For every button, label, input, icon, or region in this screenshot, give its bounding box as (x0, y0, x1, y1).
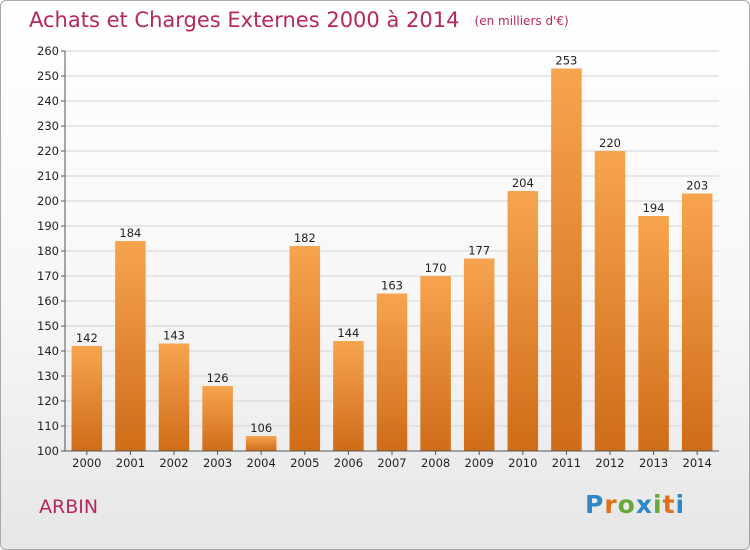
bar-2013 (638, 216, 669, 451)
y-tick-label-100: 100 (37, 444, 59, 458)
axes: 100 110 120 130 140 150 160 170 180 190 200 210 220 2… (37, 44, 719, 470)
x-tick-label-2000: 2000 (72, 456, 101, 470)
y-tick-label-210: 210 (37, 169, 59, 183)
value-label-2001: 184 (119, 226, 141, 240)
bar-2008 (420, 276, 451, 451)
x-tick-label-2011: 2011 (552, 456, 581, 470)
x-tick-label-2003: 2003 (203, 456, 232, 470)
bar-2001 (115, 241, 146, 451)
logo-letter: i (675, 490, 686, 519)
bar-2012 (594, 151, 626, 451)
x-tick-label-2014: 2014 (683, 456, 712, 470)
title-text: Achats et Charges Externes 2000 à 2014 (29, 8, 460, 32)
value-label-2006: 144 (337, 326, 359, 340)
logo-letter: r (604, 490, 618, 519)
bar-2004 (245, 436, 277, 451)
y-tick-label-260: 260 (37, 44, 59, 58)
logo-letter: i (653, 490, 663, 519)
x-tick-label-2012: 2012 (595, 456, 624, 470)
bar-2003 (202, 386, 233, 451)
value-label-2002: 143 (163, 329, 185, 343)
value-label-2005: 182 (294, 231, 316, 245)
y-tick-label-240: 240 (37, 94, 59, 108)
y-tick-label-230: 230 (37, 119, 59, 133)
value-labels: 142 184 143 126 106 182 144 163 170 177 204 253 220 1… (76, 54, 708, 436)
x-tick-label-2002: 2002 (159, 456, 188, 470)
bar-2014 (681, 193, 713, 451)
x-tick-label-2008: 2008 (421, 456, 450, 470)
y-tick-label-250: 250 (37, 69, 59, 83)
y-tick-label-170: 170 (37, 269, 59, 283)
value-label-2008: 170 (425, 261, 447, 275)
value-label-2014: 203 (686, 179, 708, 193)
y-tick-label-200: 200 (37, 194, 59, 208)
value-label-2010: 204 (512, 176, 534, 190)
place-name: ARBIN (39, 496, 99, 518)
logo-letter: o (617, 490, 636, 519)
value-label-2000: 142 (76, 331, 98, 345)
bar-2009 (463, 258, 495, 451)
title-unit: (en milliers d'€) (474, 14, 569, 28)
bar-2000 (71, 346, 103, 451)
y-tick-label-220: 220 (37, 144, 59, 158)
logo-letter: x (635, 490, 653, 519)
y-tick-label-180: 180 (37, 244, 59, 258)
x-tick-label-2010: 2010 (508, 456, 537, 470)
y-tick-label-130: 130 (37, 369, 59, 383)
logo-letter: t (662, 490, 676, 519)
x-tick-label-2004: 2004 (247, 456, 276, 470)
bar-2002 (158, 343, 190, 451)
x-tick-label-2001: 2001 (116, 456, 145, 470)
value-label-2004: 106 (250, 421, 272, 435)
proxiti-logo: Proxiti (585, 490, 685, 519)
y-tick-label-190: 190 (37, 219, 59, 233)
x-tick-label-2006: 2006 (334, 456, 363, 470)
value-label-2011: 253 (555, 54, 577, 68)
value-label-2009: 177 (468, 244, 490, 258)
bar-2006 (333, 341, 364, 451)
y-tick-label-140: 140 (37, 344, 59, 358)
y-tick-label-110: 110 (37, 419, 59, 433)
x-tick-label-2013: 2013 (639, 456, 668, 470)
x-tick-label-2007: 2007 (377, 456, 406, 470)
chart-title: Achats et Charges Externes 2000 à 2014 (… (29, 5, 569, 35)
y-tick-label-160: 160 (37, 294, 59, 308)
value-label-2013: 194 (643, 201, 665, 215)
bars (71, 68, 713, 451)
x-tick-label-2009: 2009 (465, 456, 494, 470)
value-label-2012: 220 (599, 136, 621, 150)
bar-2011 (551, 68, 582, 451)
y-tick-label-150: 150 (37, 319, 59, 333)
y-tick-label-120: 120 (37, 394, 59, 408)
value-label-2003: 126 (207, 371, 229, 385)
bar-2010 (507, 191, 539, 451)
logo-letter: P (585, 490, 605, 519)
bar-2007 (376, 293, 408, 451)
value-label-2007: 163 (381, 279, 403, 293)
bar-2005 (289, 246, 321, 451)
x-tick-label-2005: 2005 (290, 456, 319, 470)
